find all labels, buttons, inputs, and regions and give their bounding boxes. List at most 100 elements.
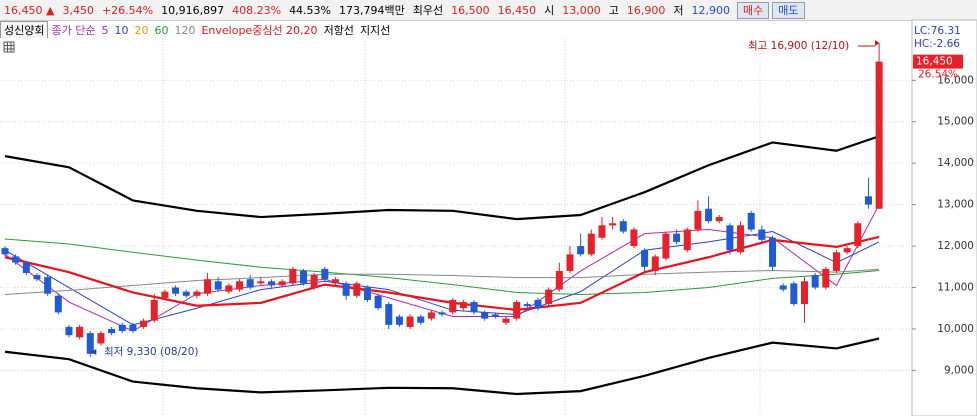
legend-entry: 120 xyxy=(174,23,196,37)
header-field: 12,900 xyxy=(691,3,731,17)
candle-body xyxy=(705,208,713,222)
header-bar: 16,450 ▲ 3,450 +26.54% 10,916,897 408.23% 44.… xyxy=(0,0,977,21)
legend-entry: 5 xyxy=(101,23,109,37)
candle-body xyxy=(1,248,9,255)
candle-body xyxy=(630,229,638,247)
header-field: 저 xyxy=(673,4,684,17)
y-tick-label: 10,000 xyxy=(937,323,974,335)
candle-body xyxy=(97,333,105,344)
y-tick-label: 13,000 xyxy=(937,199,974,211)
candle-body xyxy=(268,281,275,286)
candle-body xyxy=(374,295,382,309)
candle-body xyxy=(193,291,201,296)
candle-body xyxy=(289,268,297,284)
candle-body xyxy=(406,316,414,327)
last-price-box xyxy=(913,54,963,69)
candle-body xyxy=(491,314,499,317)
header-field: 173,794백만 xyxy=(339,4,405,17)
high-note: 최고 16,900 (12/10) xyxy=(748,40,849,52)
candle-body xyxy=(161,291,169,298)
candle-body xyxy=(875,61,883,209)
header-field: 시 xyxy=(544,4,555,17)
hc-label: HC:-2.66 xyxy=(914,38,960,50)
last-price: 16,450 xyxy=(916,56,953,68)
candle-body xyxy=(417,316,425,323)
legend-entry: 60 xyxy=(154,23,169,37)
header-field: 16,450 ▲ xyxy=(4,3,55,17)
candle-body xyxy=(438,312,446,315)
candle-body xyxy=(331,279,339,284)
candle-body xyxy=(609,223,617,226)
header-field: 최우선 xyxy=(412,4,444,17)
candle-body xyxy=(395,316,403,325)
candle-body xyxy=(790,283,798,305)
candle-body xyxy=(737,225,745,253)
header-field: 16,450 xyxy=(497,3,537,17)
candle-body xyxy=(118,324,126,332)
legend-entry: 지지선 xyxy=(359,24,391,37)
candle-body xyxy=(577,246,585,255)
header-field: 408.23% xyxy=(232,3,282,17)
candle-body xyxy=(172,287,180,294)
order-button[interactable]: 매도 xyxy=(772,1,805,19)
legend-entry: 20 xyxy=(134,23,149,37)
lc-label: LC:76.31 xyxy=(914,25,961,37)
candle-body xyxy=(342,283,350,296)
candle-body xyxy=(86,333,94,354)
y-tick-label: 11,000 xyxy=(937,282,974,294)
vertical-grid xyxy=(162,38,761,416)
candle-body xyxy=(523,304,531,307)
candle-body xyxy=(832,252,840,271)
candle-body xyxy=(278,281,286,286)
header-field: 44.53% xyxy=(289,3,332,17)
candle-body xyxy=(854,223,862,247)
candle-body xyxy=(641,250,649,267)
candle-body xyxy=(225,285,233,292)
candle-body xyxy=(299,270,307,284)
candle-body xyxy=(65,326,73,336)
legend: 성신양회 종가 단순 5 10 20 60 120 Envelope중심선 20,20 저항선 지… xyxy=(0,21,393,39)
y-tick-label: 16,000 xyxy=(937,74,974,86)
candle-body xyxy=(545,289,553,305)
legend-entry: 10 xyxy=(114,23,129,37)
candle-body xyxy=(662,233,670,259)
candle-body xyxy=(321,268,329,280)
candle-body xyxy=(694,210,702,230)
candle-body xyxy=(22,262,30,274)
y-tick-label: 15,000 xyxy=(937,116,974,128)
candle-body xyxy=(502,318,510,323)
high-arrowhead xyxy=(875,39,880,46)
indicator-line xyxy=(4,337,880,396)
candle-body xyxy=(555,270,563,290)
ma-label: 종가 단순 xyxy=(51,24,96,37)
header-field: 고 xyxy=(608,4,619,17)
y-tick-label: 9,000 xyxy=(944,364,974,376)
candle-body xyxy=(587,233,595,255)
header-field: 16,900 xyxy=(626,3,666,17)
candle-body xyxy=(769,237,777,267)
candle-body xyxy=(257,281,265,284)
candle-body xyxy=(76,326,84,338)
header-field: 3,450 xyxy=(62,3,94,17)
indicator-line xyxy=(4,135,880,221)
candle-body xyxy=(353,283,361,296)
order-button[interactable]: 매수 xyxy=(737,1,770,19)
low-note: 최저 9,330 (08/20) xyxy=(104,346,199,358)
candle-body xyxy=(747,212,755,230)
candle-body xyxy=(715,217,723,222)
candle-body xyxy=(726,225,734,251)
candle-body xyxy=(566,254,574,271)
header-field: 10,916,897 xyxy=(161,3,225,17)
candle-body xyxy=(44,277,52,294)
candle-body xyxy=(246,279,254,288)
candle-body xyxy=(108,328,116,334)
candle-body xyxy=(481,312,489,319)
candle-body xyxy=(758,229,766,240)
grid-icon xyxy=(3,41,15,53)
candle-body xyxy=(214,281,222,290)
y-tick-label: 14,000 xyxy=(937,157,974,169)
candle-body xyxy=(140,320,148,327)
candle-body xyxy=(12,256,20,263)
candle-body xyxy=(513,302,521,319)
